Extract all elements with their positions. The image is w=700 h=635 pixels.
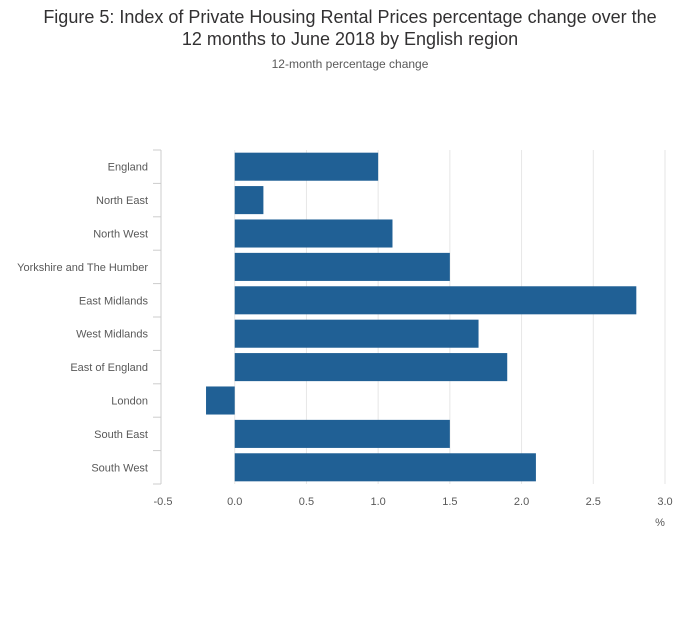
bar-yorkshire-and-the-humber[interactable] <box>234 252 450 281</box>
bar-north-west[interactable] <box>234 219 393 248</box>
y-tick-label: South East <box>94 429 148 441</box>
y-axis <box>153 149 162 485</box>
x-tick-label: 0.0 <box>227 496 242 508</box>
bar-south-west[interactable] <box>234 453 536 482</box>
bars <box>206 152 637 482</box>
bar-south-east[interactable] <box>234 419 450 448</box>
bar-london[interactable] <box>206 386 235 415</box>
y-tick-label: West Midlands <box>76 329 148 341</box>
y-tick-label: East Midlands <box>79 295 149 307</box>
x-axis-unit: % <box>655 517 665 529</box>
x-tick-label: 1.0 <box>370 496 385 508</box>
x-axis-ticks: -0.5 0.0 0.5 1.0 1.5 2.0 2.5 3.0 <box>154 496 673 508</box>
chart-subtitle: 12-month percentage change <box>271 57 429 71</box>
bar-west-midlands[interactable] <box>234 319 479 348</box>
y-tick-label: North West <box>93 229 148 241</box>
y-tick-label: East of England <box>70 362 148 374</box>
y-tick-label: North East <box>96 195 148 207</box>
x-tick-label: 2.5 <box>586 496 601 508</box>
x-tick-label: 2.0 <box>514 496 529 508</box>
bar-east-midlands[interactable] <box>234 286 637 315</box>
bar-england[interactable] <box>234 152 379 181</box>
y-tick-label: Yorkshire and The Humber <box>17 262 148 274</box>
bar-east-of-england[interactable] <box>234 353 508 382</box>
x-tick-label: 3.0 <box>657 496 672 508</box>
y-tick-label: London <box>111 396 148 408</box>
x-tick-label: 0.5 <box>299 496 314 508</box>
chart-title: Figure 5: Index of Private Housing Renta… <box>43 7 657 49</box>
y-axis-labels: England North East North West Yorkshire and… <box>17 162 148 475</box>
bar-north-east[interactable] <box>234 186 264 215</box>
y-tick-label: South West <box>91 462 148 474</box>
x-tick-label: 1.5 <box>442 496 457 508</box>
y-tick-label: England <box>108 162 148 174</box>
x-tick-label: -0.5 <box>154 496 173 508</box>
